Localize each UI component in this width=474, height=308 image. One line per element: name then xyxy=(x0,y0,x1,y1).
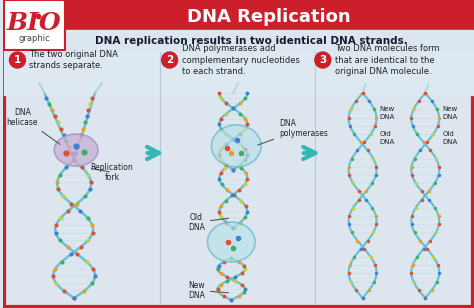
Bar xyxy=(3,53,473,95)
Text: New
DNA: New DNA xyxy=(188,281,228,300)
Text: DNA replication results in two identical DNA strands.: DNA replication results in two identical… xyxy=(95,36,408,46)
Circle shape xyxy=(162,52,178,68)
Text: graphic: graphic xyxy=(18,34,50,43)
Text: 3: 3 xyxy=(319,55,327,65)
Text: DNA polymerases add
complementary nucleotides
to each strand.: DNA polymerases add complementary nucleo… xyxy=(182,44,300,76)
FancyBboxPatch shape xyxy=(3,1,473,307)
Ellipse shape xyxy=(211,125,261,167)
Bar xyxy=(3,1,473,30)
Bar xyxy=(3,30,473,53)
Text: Old
DNA: Old DNA xyxy=(442,131,457,145)
Text: DNA
helicase: DNA helicase xyxy=(7,107,60,144)
Circle shape xyxy=(9,52,26,68)
Text: Old
DNA: Old DNA xyxy=(380,131,395,145)
Text: DNA
polymerases: DNA polymerases xyxy=(258,119,328,145)
Text: The two original DNA
strands separate.: The two original DNA strands separate. xyxy=(29,50,118,71)
Circle shape xyxy=(315,52,331,68)
Text: New
DNA: New DNA xyxy=(442,106,457,120)
Text: DNA Replication: DNA Replication xyxy=(187,8,351,26)
Bar xyxy=(3,0,65,50)
Text: BIO: BIO xyxy=(7,11,62,35)
Text: New
DNA: New DNA xyxy=(380,106,395,120)
Ellipse shape xyxy=(208,222,255,262)
Text: 1: 1 xyxy=(14,55,21,65)
Text: Two DNA molecules form
that are identical to the
original DNA molecule.: Two DNA molecules form that are identica… xyxy=(335,44,439,76)
Text: Old
DNA: Old DNA xyxy=(188,213,228,232)
Ellipse shape xyxy=(54,134,98,166)
Text: 2: 2 xyxy=(166,55,173,65)
Text: Replication
fork: Replication fork xyxy=(91,163,133,182)
